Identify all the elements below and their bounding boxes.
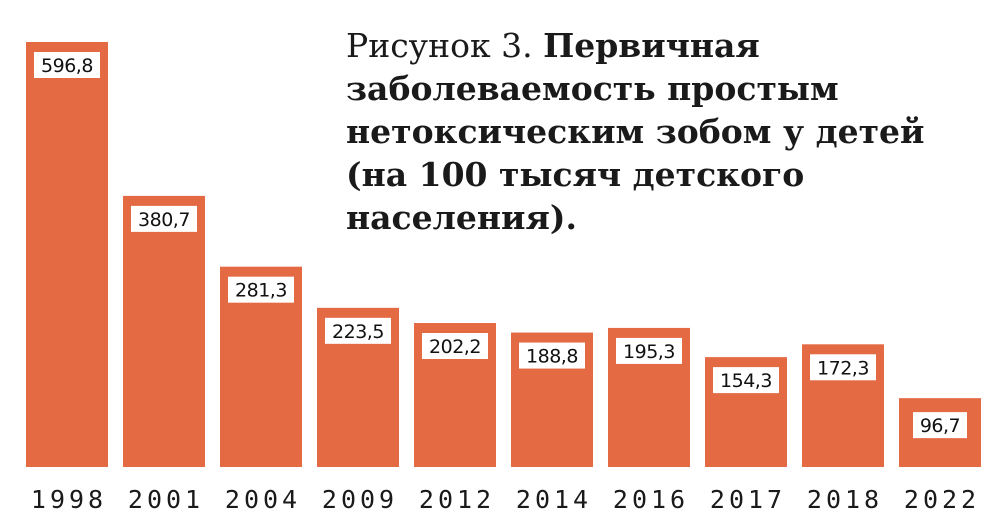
bar-2001 <box>123 195 205 467</box>
value-label-box-2017 <box>713 367 779 394</box>
value-label-box-2016 <box>616 337 682 364</box>
x-tick-label-2012: 2012 <box>419 485 495 514</box>
chart-title-prefix: Рисунок 3. <box>346 26 533 65</box>
value-label-2022: 96,7 <box>920 415 960 437</box>
value-label-box-2022 <box>913 412 967 439</box>
value-label-2017: 154,3 <box>720 370 772 392</box>
x-tick-label-2016: 2016 <box>613 485 689 514</box>
x-tick-label-2004: 2004 <box>225 485 301 514</box>
x-tick-label-2014: 2014 <box>516 485 592 514</box>
value-label-box-2012 <box>422 333 488 360</box>
value-label-box-2001 <box>131 205 197 232</box>
value-label-box-2014 <box>519 342 585 369</box>
chart-title: Рисунок 3. Первичная заболеваемость прос… <box>346 24 976 239</box>
value-label-2016: 195,3 <box>623 341 675 363</box>
value-label-2012: 202,2 <box>429 336 481 358</box>
value-label-box-2009 <box>325 317 391 344</box>
x-tick-label-2001: 2001 <box>128 485 204 514</box>
chart-title-main: Первичная заболеваемость простым нетокси… <box>346 26 925 237</box>
bar-1998 <box>26 42 108 467</box>
value-label-2014: 188,8 <box>526 346 578 368</box>
x-tick-label-2018: 2018 <box>807 485 883 514</box>
x-tick-label-2017: 2017 <box>710 485 786 514</box>
value-label-2018: 172,3 <box>817 357 869 379</box>
value-label-box-2004 <box>228 276 294 303</box>
x-tick-label-2022: 2022 <box>904 485 980 514</box>
value-label-2004: 281,3 <box>235 280 287 302</box>
x-tick-label-2009: 2009 <box>322 485 398 514</box>
value-label-1998: 596,8 <box>41 55 93 77</box>
value-label-box-1998 <box>34 52 100 78</box>
x-tick-label-1998: 1998 <box>31 485 107 514</box>
value-label-2009: 223,5 <box>332 321 384 343</box>
value-label-2001: 380,7 <box>138 209 190 231</box>
value-label-box-2018 <box>810 354 876 381</box>
